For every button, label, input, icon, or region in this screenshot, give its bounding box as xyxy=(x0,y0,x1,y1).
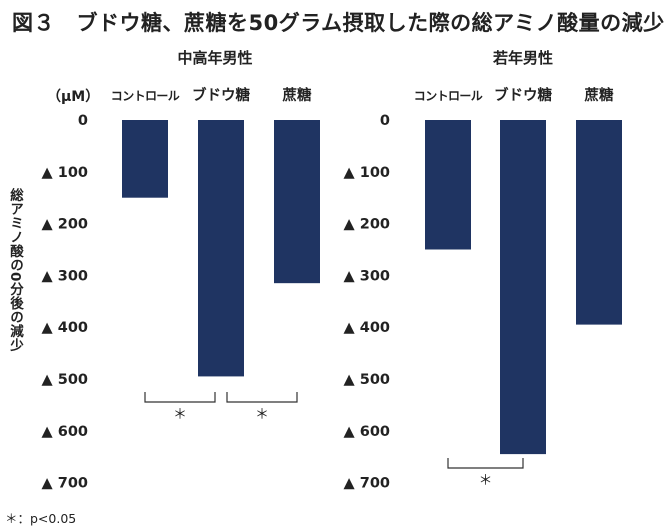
category-label: 蔗糖 xyxy=(282,86,312,104)
bar xyxy=(500,120,546,455)
y-tick-label: ▲ 500 xyxy=(344,372,390,388)
y-tick-label: ▲ 100 xyxy=(344,165,390,181)
panel-title-2: 若年男性 xyxy=(492,49,553,67)
y-tick-label: ▲ 100 xyxy=(42,165,88,181)
bar xyxy=(122,120,168,198)
y-tick-label: ▲ 700 xyxy=(42,476,88,492)
category-label: コントロール xyxy=(414,89,483,103)
y-tick-label: ▲ 600 xyxy=(42,424,88,440)
y-tick-label: ▲ 400 xyxy=(344,320,390,336)
significance-marker: ＊ xyxy=(479,473,493,489)
y-axis-label: 総アミノ酸の0分後の減少 xyxy=(7,188,23,352)
bar xyxy=(425,120,471,250)
bar xyxy=(274,120,320,284)
figure-title: 図３ ブドウ糖、蔗糖を50グラム摂取した際の総アミノ酸量の減少 xyxy=(12,11,665,35)
y-tick-label: 0 xyxy=(380,113,390,129)
category-label: ブドウ糖 xyxy=(192,86,250,104)
significance-bracket xyxy=(226,392,298,403)
y-tick-label: ▲ 500 xyxy=(42,372,88,388)
category-label: コントロール xyxy=(111,89,180,103)
significance-bracket xyxy=(144,392,216,403)
y-tick-label: ▲ 300 xyxy=(344,268,390,284)
panel-title-1: 中高年男性 xyxy=(177,49,252,67)
y-tick-label: ▲ 400 xyxy=(42,320,88,336)
y-tick-label: ▲ 300 xyxy=(42,268,88,284)
y-tick-label: 0 xyxy=(78,113,88,129)
significance-marker: ＊ xyxy=(173,407,187,423)
significance-bracket xyxy=(447,458,524,469)
category-label: ブドウ糖 xyxy=(494,86,552,104)
bar xyxy=(576,120,622,325)
bar xyxy=(198,120,244,377)
y-tick-label: ▲ 200 xyxy=(42,217,88,233)
y-tick-label: ▲ 700 xyxy=(344,476,390,492)
category-label: 蔗糖 xyxy=(584,86,614,104)
unit-label: （μM） xyxy=(47,89,100,105)
y-tick-label: ▲ 200 xyxy=(344,217,390,233)
y-tick-label: ▲ 600 xyxy=(344,424,390,440)
significance-marker: ＊ xyxy=(255,407,269,423)
footnote: ＊：p<0.05 xyxy=(5,511,77,526)
